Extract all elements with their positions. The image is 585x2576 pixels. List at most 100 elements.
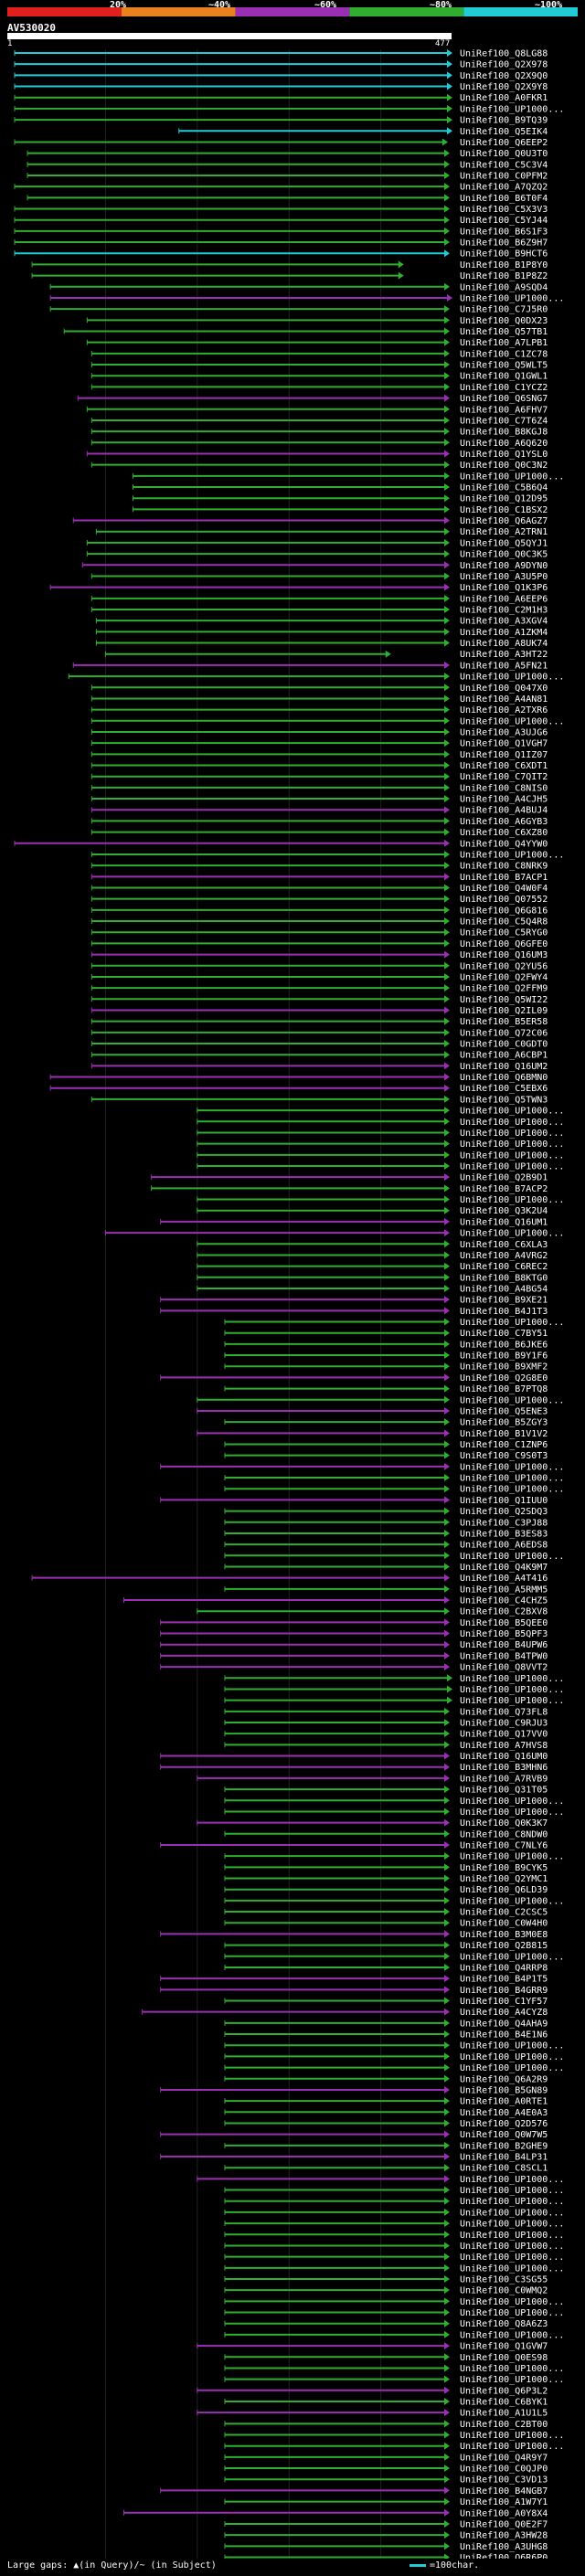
hit-label[interactable]: UniRef100_B6Z9H7: [460, 239, 548, 249]
hit-label[interactable]: UniRef100_B3MHN6: [460, 1763, 548, 1773]
hit-label[interactable]: UniRef100_C8NDW0: [460, 1829, 548, 1839]
hit-label[interactable]: UniRef100_Q5TWN3: [460, 1095, 548, 1105]
hit-label[interactable]: UniRef100_B3ES83: [460, 1529, 548, 1539]
hit-label[interactable]: UniRef100_B4UPW6: [460, 1640, 548, 1650]
hit-label[interactable]: UniRef100_UP1000...: [460, 2175, 564, 2185]
hit-label[interactable]: UniRef100_A9DYN0: [460, 561, 548, 571]
hit-label[interactable]: UniRef100_Q0C3N2: [460, 461, 548, 471]
hit-label[interactable]: UniRef100_C6XLA3: [460, 1240, 548, 1250]
hit-label[interactable]: UniRef100_Q5ENE3: [460, 1406, 548, 1416]
hit-label[interactable]: UniRef100_B7ACP2: [460, 1184, 548, 1194]
hit-label[interactable]: UniRef100_Q2X978: [460, 60, 548, 70]
hit-label[interactable]: UniRef100_Q2SDQ3: [460, 1507, 548, 1517]
hit-label[interactable]: UniRef100_UP1000...: [460, 1674, 564, 1684]
hit-label[interactable]: UniRef100_B4TPW0: [460, 1651, 548, 1661]
hit-label[interactable]: UniRef100_B8KTG0: [460, 1273, 548, 1283]
hit-label[interactable]: UniRef100_C1ZC78: [460, 349, 548, 359]
hit-label[interactable]: UniRef100_C1BSX2: [460, 505, 548, 515]
hit-label[interactable]: UniRef100_Q31T05: [460, 1786, 548, 1796]
hit-label[interactable]: UniRef100_A5RMM5: [460, 1585, 548, 1595]
hit-label[interactable]: UniRef100_B5QEE0: [460, 1618, 548, 1628]
hit-label[interactable]: UniRef100_Q73FL8: [460, 1707, 548, 1717]
hit-label[interactable]: UniRef100_UP1000...: [460, 1696, 564, 1706]
hit-label[interactable]: UniRef100_A4E0A3: [460, 2108, 548, 2118]
hit-label[interactable]: UniRef100_Q0DX23: [460, 316, 548, 326]
hit-label[interactable]: UniRef100_B2GHE9: [460, 2141, 548, 2151]
hit-label[interactable]: UniRef100_UP1000...: [460, 1896, 564, 1906]
hit-label[interactable]: UniRef100_Q16UM3: [460, 950, 548, 960]
hit-label[interactable]: UniRef100_UP1000...: [460, 1195, 564, 1205]
hit-label[interactable]: UniRef100_B4P1T5: [460, 1975, 548, 1985]
hit-label[interactable]: UniRef100_Q4YYW0: [460, 839, 548, 849]
hit-label[interactable]: UniRef100_B6T0F4: [460, 194, 548, 204]
hit-label[interactable]: UniRef100_Q1K3P6: [460, 583, 548, 593]
hit-label[interactable]: UniRef100_UP1000...: [460, 2220, 564, 2230]
hit-label[interactable]: UniRef100_B9XMF2: [460, 1362, 548, 1373]
hit-label[interactable]: UniRef100_UP1000...: [460, 2242, 564, 2252]
hit-label[interactable]: UniRef100_Q0E2F7: [460, 2519, 548, 2529]
hit-label[interactable]: UniRef100_Q6BMN0: [460, 1073, 548, 1083]
hit-label[interactable]: UniRef100_UP1000...: [460, 673, 564, 683]
hit-label[interactable]: UniRef100_C3SG55: [460, 2275, 548, 2285]
hit-label[interactable]: UniRef100_Q16UM1: [460, 1217, 548, 1227]
hit-label[interactable]: UniRef100_B1P8Y0: [460, 260, 548, 270]
hit-label[interactable]: UniRef100_A3HT22: [460, 650, 548, 660]
hit-label[interactable]: UniRef100_UP1000...: [460, 2186, 564, 2196]
hit-label[interactable]: UniRef100_UP1000...: [460, 1118, 564, 1128]
hit-label[interactable]: UniRef100_UP1000...: [460, 2431, 564, 2441]
hit-label[interactable]: UniRef100_A6EDS8: [460, 1541, 548, 1551]
hit-label[interactable]: UniRef100_C5YJ44: [460, 216, 548, 226]
hit-label[interactable]: UniRef100_C5RYG0: [460, 928, 548, 938]
hit-label[interactable]: UniRef100_UP1000...: [460, 2052, 564, 2062]
hit-label[interactable]: UniRef100_C5Q4R8: [460, 917, 548, 928]
hit-label[interactable]: UniRef100_A3UHG8: [460, 2542, 548, 2552]
hit-label[interactable]: UniRef100_Q72C06: [460, 1028, 548, 1038]
hit-label[interactable]: UniRef100_UP1000...: [460, 2041, 564, 2051]
hit-label[interactable]: UniRef100_Q5QYJ1: [460, 538, 548, 548]
hit-label[interactable]: UniRef100_UP1000...: [460, 2197, 564, 2207]
hit-label[interactable]: UniRef100_A6EEP6: [460, 594, 548, 604]
hit-label[interactable]: UniRef100_B9TQ39: [460, 116, 548, 126]
hit-label[interactable]: UniRef100_Q2G8E0: [460, 1373, 548, 1383]
hit-label[interactable]: UniRef100_Q8LG88: [460, 49, 548, 59]
hit-label[interactable]: UniRef100_UP1000...: [460, 1129, 564, 1139]
hit-label[interactable]: UniRef100_C3VD13: [460, 2475, 548, 2486]
hit-label[interactable]: UniRef100_B7PTQ8: [460, 1384, 548, 1394]
hit-label[interactable]: UniRef100_C0WMQ2: [460, 2286, 548, 2296]
hit-label[interactable]: UniRef100_C8SCL1: [460, 2164, 548, 2174]
hit-label[interactable]: UniRef100_A7RVB9: [460, 1774, 548, 1784]
hit-label[interactable]: UniRef100_C6BYK1: [460, 2397, 548, 2407]
hit-label[interactable]: UniRef100_C3PJ88: [460, 1518, 548, 1528]
hit-label[interactable]: UniRef100_C2M1H3: [460, 606, 548, 616]
hit-label[interactable]: UniRef100_B8KGJ8: [460, 428, 548, 438]
hit-label[interactable]: UniRef100_Q8VVT2: [460, 1663, 548, 1673]
hit-label[interactable]: UniRef100_UP1000...: [460, 1807, 564, 1818]
hit-label[interactable]: UniRef100_UP1000...: [460, 1685, 564, 1695]
hit-label[interactable]: UniRef100_C9S0T3: [460, 1451, 548, 1461]
hit-label[interactable]: UniRef100_C6REC2: [460, 1262, 548, 1272]
hit-label[interactable]: UniRef100_A0FKR1: [460, 93, 548, 103]
hit-label[interactable]: UniRef100_Q2B9D1: [460, 1173, 548, 1183]
hit-label[interactable]: UniRef100_Q1VGH7: [460, 739, 548, 749]
hit-label[interactable]: UniRef100_Q0U3T0: [460, 149, 548, 159]
hit-label[interactable]: UniRef100_UP1000...: [460, 1797, 564, 1807]
hit-label[interactable]: UniRef100_Q1IZ07: [460, 750, 548, 760]
hit-label[interactable]: UniRef100_UP1000...: [460, 2330, 564, 2340]
hit-label[interactable]: UniRef100_Q0ES98: [460, 2353, 548, 2363]
hit-label[interactable]: UniRef100_Q57TB1: [460, 327, 548, 337]
hit-label[interactable]: UniRef100_B6S1F3: [460, 227, 548, 237]
hit-label[interactable]: UniRef100_A4VRG2: [460, 1251, 548, 1261]
hit-label[interactable]: UniRef100_Q4K9M7: [460, 1563, 548, 1573]
hit-label[interactable]: UniRef100_C4CHZ5: [460, 1596, 548, 1606]
hit-label[interactable]: UniRef100_UP1000...: [460, 2208, 564, 2218]
hit-label[interactable]: UniRef100_Q2YU56: [460, 961, 548, 971]
hit-label[interactable]: UniRef100_C7T6Z4: [460, 416, 548, 426]
hit-label[interactable]: UniRef100_Q5WI22: [460, 995, 548, 1005]
hit-label[interactable]: UniRef100_A7LPB1: [460, 338, 548, 348]
hit-label[interactable]: UniRef100_B5ZGY3: [460, 1418, 548, 1428]
hit-label[interactable]: UniRef100_B1V1V2: [460, 1429, 548, 1439]
hit-label[interactable]: UniRef100_UP1000...: [460, 1852, 564, 1862]
hit-label[interactable]: UniRef100_C5B6Q4: [460, 483, 548, 493]
hit-label[interactable]: UniRef100_Q6GFE0: [460, 939, 548, 949]
hit-label[interactable]: UniRef100_A6CBP1: [460, 1051, 548, 1061]
